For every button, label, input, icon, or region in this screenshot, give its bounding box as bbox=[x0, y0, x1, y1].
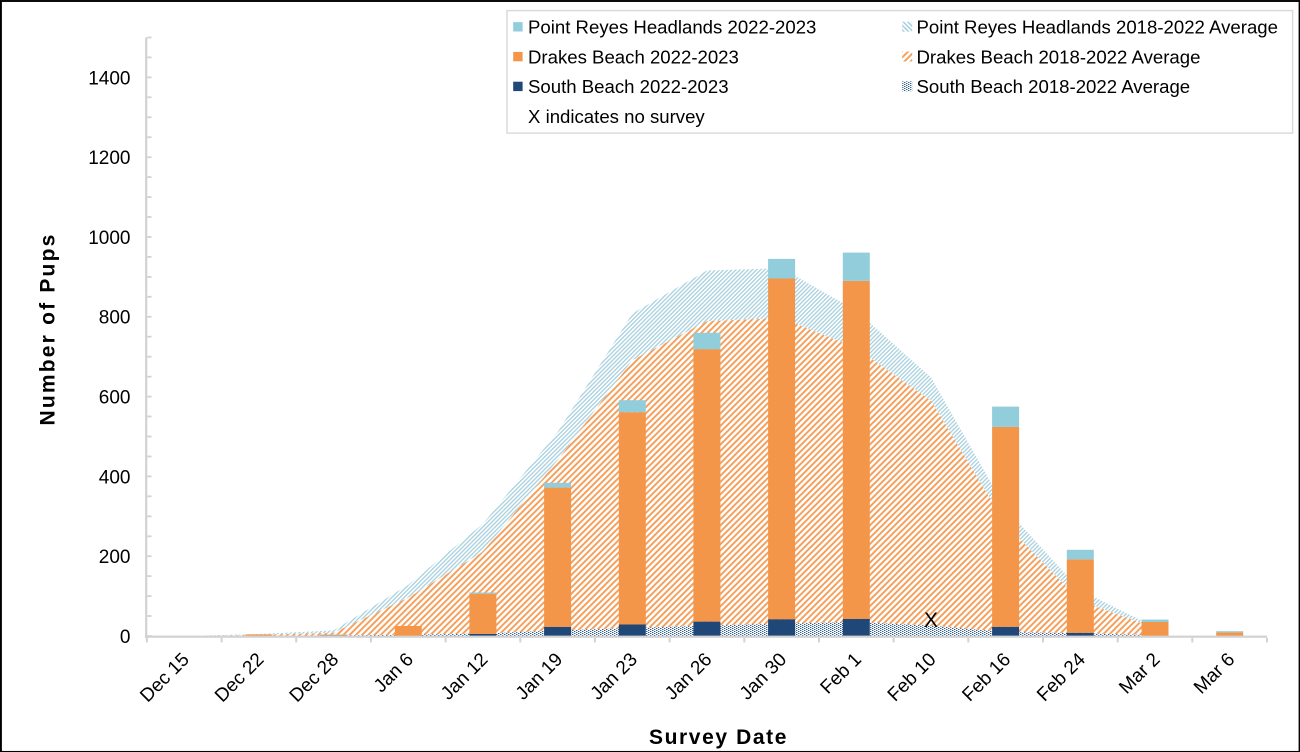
svg-text:Point Reyes Headlands 2022-202: Point Reyes Headlands 2022-2023 bbox=[528, 17, 816, 38]
svg-text:1000: 1000 bbox=[88, 228, 130, 249]
svg-text:Drakes Beach 2018-2022 Average: Drakes Beach 2018-2022 Average bbox=[917, 46, 1201, 67]
svg-text:0: 0 bbox=[120, 627, 131, 648]
svg-text:X: X bbox=[924, 609, 938, 632]
svg-text:Survey Date: Survey Date bbox=[649, 726, 788, 749]
svg-text:South Beach 2018-2022 Average: South Beach 2018-2022 Average bbox=[917, 76, 1191, 97]
svg-text:600: 600 bbox=[99, 388, 131, 409]
svg-text:South Beach 2022-2023: South Beach 2022-2023 bbox=[528, 76, 729, 97]
svg-text:800: 800 bbox=[99, 308, 131, 329]
svg-text:Point Reyes Headlands 2018-202: Point Reyes Headlands 2018-2022 Average bbox=[917, 17, 1278, 38]
svg-text:200: 200 bbox=[99, 547, 131, 568]
svg-text:Number of Pups: Number of Pups bbox=[36, 233, 59, 426]
svg-text:1200: 1200 bbox=[88, 148, 130, 169]
svg-text:Drakes Beach 2022-2023: Drakes Beach 2022-2023 bbox=[528, 46, 739, 67]
svg-text:400: 400 bbox=[99, 467, 131, 488]
svg-text:1400: 1400 bbox=[88, 68, 130, 89]
svg-text:X indicates no survey: X indicates no survey bbox=[528, 106, 705, 127]
